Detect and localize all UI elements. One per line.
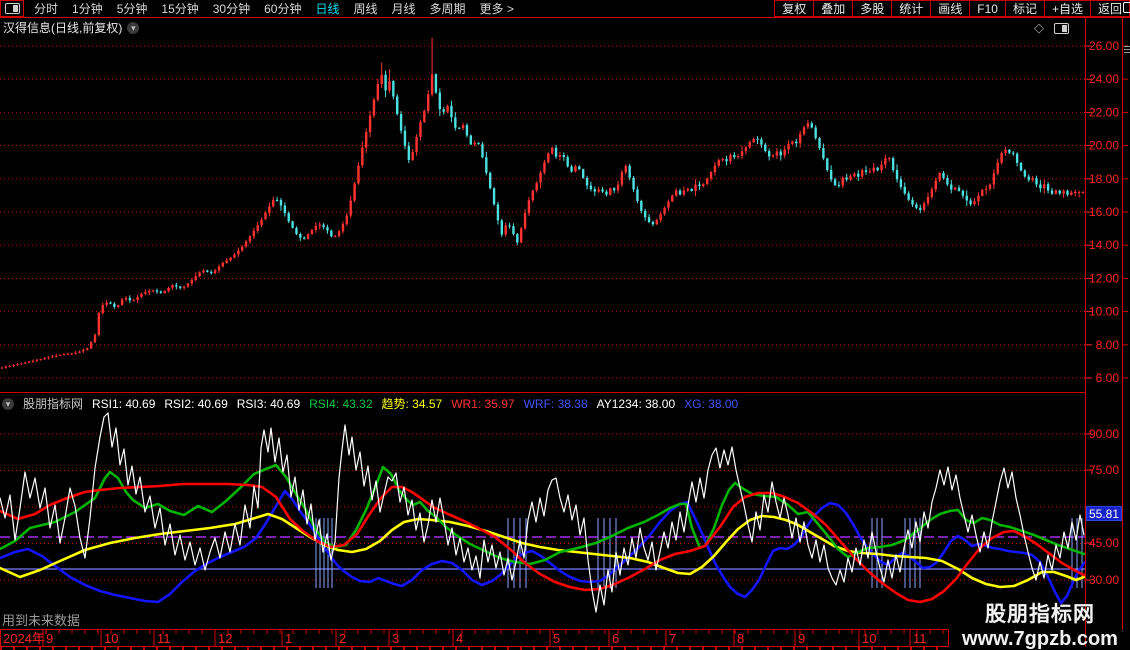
tool-buttons: 复权 叠加 多股 统计 画线 F10 标记 +自选 返回 <box>774 0 1130 17</box>
stock-title: 汉得信息(日线,前复权) <box>3 21 123 35</box>
mark-button[interactable]: 标记 <box>1004 0 1044 17</box>
legend-rsi2: RSI2: 40.69 <box>164 396 228 411</box>
price-gridlines <box>0 45 1085 379</box>
price-axis-label: 10.00 <box>1089 305 1119 319</box>
period-tab-fenshi[interactable]: 分时 <box>34 2 59 16</box>
period-tab-15min[interactable]: 15分钟 <box>161 2 199 16</box>
clipped-bottom-row <box>0 647 948 650</box>
price-axis-label: 14.00 <box>1089 238 1119 252</box>
price-axis-label: 16.00 <box>1089 205 1119 219</box>
period-tab-monthly[interactable]: 月线 <box>391 2 416 16</box>
wr1-red-line <box>0 482 1086 604</box>
time-axis-month-label: 1 <box>285 631 292 646</box>
price-axis-label: 8.00 <box>1096 338 1120 352</box>
watermark-url: www.7gpzb.com <box>962 628 1118 650</box>
corner-panel-icon[interactable] <box>1123 2 1130 13</box>
legend-wr1: WR1: 35.97 <box>451 396 515 411</box>
indicator-axis-labels: 90.00 75.00 45.00 30.00 <box>1086 427 1119 587</box>
time-axis-month-label: 7 <box>669 631 676 646</box>
rsi-white-line <box>0 412 1085 613</box>
legend-ay1234: AY1234: 38.00 <box>596 396 676 411</box>
indicator-gridlines <box>0 433 1085 581</box>
split-view-icon[interactable] <box>1054 22 1069 34</box>
add-watchlist-button[interactable]: +自选 <box>1043 0 1090 17</box>
price-axis-label: 26.00 <box>1089 39 1119 53</box>
period-tab-more[interactable]: 更多 > <box>479 2 514 16</box>
overlay-button[interactable]: 叠加 <box>813 0 853 17</box>
watermark-name: 股朋指标网 <box>985 603 1095 626</box>
top-toolbar: 分时 1分钟 5分钟 15分钟 30分钟 60分钟 日线 周线 月线 多周期 更… <box>0 0 1130 18</box>
time-axis-month-label: 9 <box>798 631 805 646</box>
fuquan-button[interactable]: 复权 <box>774 0 814 17</box>
trend-yellow-line <box>0 512 1086 589</box>
period-tab-5min[interactable]: 5分钟 <box>116 2 148 16</box>
period-tab-60min[interactable]: 60分钟 <box>264 2 302 16</box>
time-axis-month-label: 2 <box>339 631 346 646</box>
price-axis-label: 18.00 <box>1089 172 1119 186</box>
period-tab-weekly[interactable]: 周线 <box>353 2 378 16</box>
time-axis-month-label: 5 <box>553 631 560 646</box>
time-axis-year-label: 2024年 <box>3 631 45 646</box>
time-axis-month-label: 3 <box>392 631 399 646</box>
time-axis-month-label: 11 <box>913 631 927 646</box>
time-axis: 2024年 9 10 11 12 1 2 3 4 5 6 7 8 9 10 11 <box>3 630 944 646</box>
time-axis-month-label: 11 <box>157 631 171 646</box>
indicator-legend: ▾ 股朋指标网 RSI1: 40.69 RSI2: 40.69 RSI3: 40… <box>2 395 738 412</box>
period-tab-1min[interactable]: 1分钟 <box>72 2 103 16</box>
time-axis-month-label: 4 <box>456 631 463 646</box>
indicator-axis-label: 90.00 <box>1089 427 1119 441</box>
legend-xg: XG: 38.00 <box>684 396 739 411</box>
legend-rsi1: RSI1: 40.69 <box>92 396 156 411</box>
multi-stock-button[interactable]: 多股 <box>852 0 892 17</box>
rsi4-green-line <box>0 463 1086 566</box>
time-axis-month-label: 9 <box>46 631 53 646</box>
time-axis-month-label: 10 <box>862 631 876 646</box>
future-data-warning: 用到未来数据 <box>2 613 81 628</box>
indicator-last-value-badge: 55.81 <box>1086 506 1122 521</box>
draw-line-button[interactable]: 画线 <box>930 0 970 17</box>
time-axis-month-label: 10 <box>104 631 118 646</box>
legend-rsi4: RSI4: 43.32 <box>309 396 373 411</box>
chart-title-row: 汉得信息(日线,前复权) ▾ <box>3 19 140 36</box>
legend-rsi3: RSI3: 40.69 <box>236 396 301 411</box>
period-tab-multi[interactable]: 多周期 <box>429 2 466 16</box>
time-axis-month-label: 8 <box>737 631 744 646</box>
candlestick-series <box>0 37 1085 369</box>
price-axis-label: 20.00 <box>1089 139 1119 153</box>
indicator-axis-label: 75.00 <box>1089 463 1119 477</box>
legend-qushi: 趋势: 34.57 <box>381 397 443 411</box>
panel-layout-icon <box>4 3 20 14</box>
f10-button[interactable]: F10 <box>969 0 1005 17</box>
indicator-collapse-icon[interactable]: ▾ <box>2 397 14 410</box>
time-axis-month-label: 12 <box>218 631 232 646</box>
site-watermark: 股朋指标网 www.7gpzb.com <box>950 598 1130 650</box>
right-strip-menu-icon[interactable] <box>1124 44 1130 55</box>
indicator-axis-label: 30.00 <box>1089 573 1119 587</box>
price-axis-label: 24.00 <box>1089 72 1119 86</box>
indicator-axis-label: 45.00 <box>1089 536 1119 550</box>
title-dropdown-icon[interactable]: ▾ <box>127 21 140 34</box>
time-axis-month-label: 6 <box>612 631 619 646</box>
statistics-button[interactable]: 统计 <box>891 0 931 17</box>
price-axis-label: 22.00 <box>1089 105 1119 119</box>
price-axis-label: 6.00 <box>1096 371 1120 385</box>
period-tab-daily-active[interactable]: 日线 <box>315 2 340 16</box>
indicator-source-label: 股朋指标网 <box>23 397 84 411</box>
period-tab-30min[interactable]: 30分钟 <box>212 2 251 16</box>
period-menu: 分时 1分钟 5分钟 15分钟 30分钟 60分钟 日线 周线 月线 多周期 更… <box>24 0 514 17</box>
layout-toggle-button[interactable] <box>0 0 24 17</box>
price-axis-labels: 26.00 24.00 22.00 20.00 18.00 16.00 14.00 12.00… <box>1086 39 1128 385</box>
diamond-tool-icon[interactable]: ◇ <box>1034 20 1044 35</box>
back-button[interactable]: 返回 <box>1089 0 1130 17</box>
legend-wrf: WRF: 38.38 <box>523 396 588 411</box>
price-axis-label: 12.00 <box>1089 271 1119 285</box>
